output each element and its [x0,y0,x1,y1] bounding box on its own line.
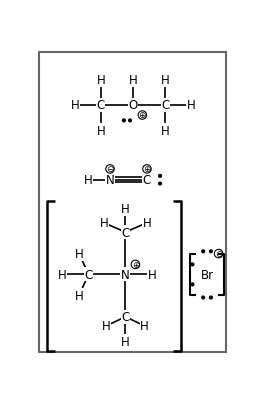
Text: ⊕: ⊕ [132,260,139,269]
Text: H: H [186,99,195,112]
Text: H: H [121,335,130,348]
Circle shape [123,120,125,122]
Text: H: H [58,268,67,281]
Text: C: C [121,226,130,239]
Circle shape [129,120,131,122]
Text: H: H [121,203,130,216]
Text: H: H [75,289,84,302]
Text: C: C [97,99,105,112]
Text: H: H [96,125,105,138]
Text: C: C [121,310,130,324]
Text: ⊖: ⊖ [106,165,114,174]
Circle shape [210,296,212,299]
Circle shape [159,175,161,178]
Text: ⊕: ⊕ [139,111,146,120]
Text: H: H [84,174,93,187]
Text: N: N [106,174,114,187]
Circle shape [202,250,205,253]
Text: Br: Br [200,268,214,281]
Circle shape [191,284,194,286]
Text: H: H [143,217,151,230]
Text: H: H [99,217,108,230]
Text: O: O [128,99,138,112]
Circle shape [159,183,161,185]
Text: H: H [102,320,111,333]
Text: H: H [71,99,80,112]
Text: C: C [143,174,151,187]
Text: ⊖: ⊖ [215,249,222,259]
Text: N: N [121,268,130,281]
Text: H: H [75,247,84,261]
Circle shape [191,263,194,266]
Text: C: C [84,268,92,281]
Text: ⊕: ⊕ [143,165,151,174]
Text: H: H [140,320,149,333]
Text: H: H [96,74,105,87]
Text: H: H [161,74,170,87]
Text: H: H [148,268,157,281]
Text: C: C [161,99,170,112]
Text: H: H [129,74,138,87]
Circle shape [210,250,212,253]
Text: H: H [161,125,170,138]
Circle shape [202,296,205,299]
